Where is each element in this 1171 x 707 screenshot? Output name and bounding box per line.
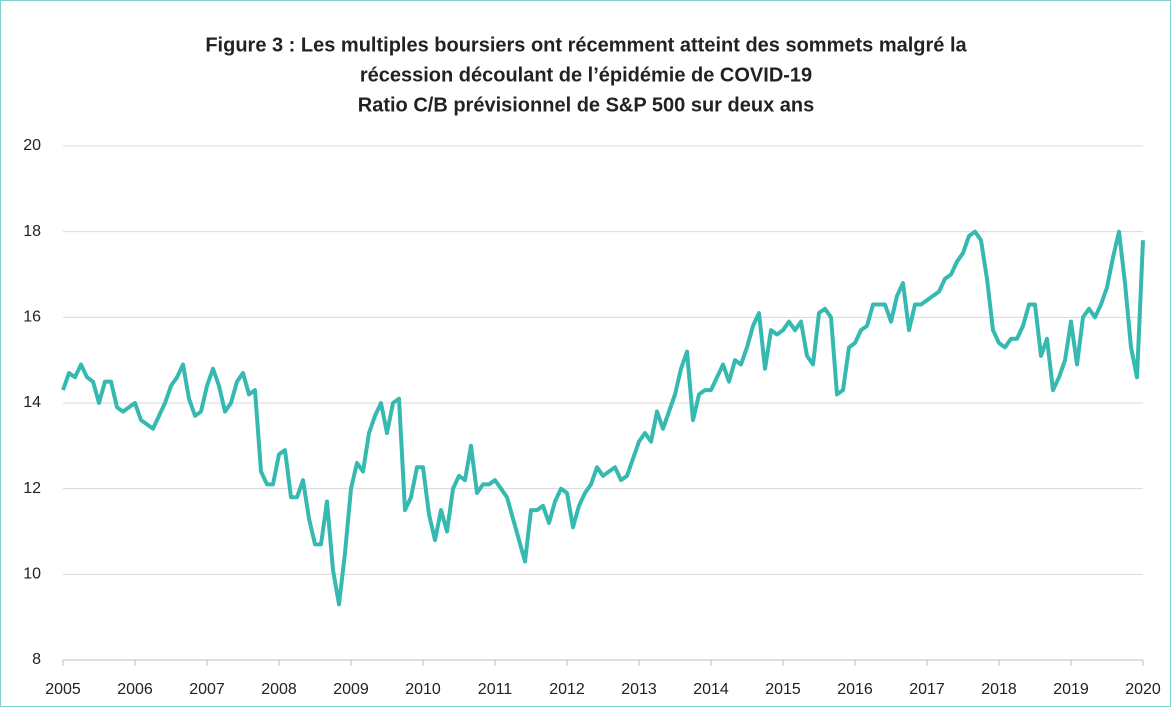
y-tick-label: 8 xyxy=(32,651,41,668)
x-tick-label: 2010 xyxy=(405,681,441,698)
y-tick-label: 12 xyxy=(23,480,41,497)
x-tick-label: 2020 xyxy=(1125,681,1161,698)
x-tick-label: 2012 xyxy=(549,681,585,698)
chart-title: Figure 3 : Les multiples boursiers ont r… xyxy=(205,34,967,56)
y-tick-label: 14 xyxy=(23,394,41,411)
line xyxy=(61,229,1145,607)
y-tick-label: 16 xyxy=(23,309,41,326)
y-tick-label: 18 xyxy=(23,223,41,240)
x-tick-label: 2007 xyxy=(189,681,225,698)
chart-title: récession découlant de l’épidémie de COV… xyxy=(360,64,812,86)
x-tick-label: 2005 xyxy=(45,681,81,698)
x-tick-label: 2008 xyxy=(261,681,297,698)
x-tick-label: 2015 xyxy=(765,681,801,698)
x-tick-label: 2014 xyxy=(693,681,729,698)
y-tick-label: 10 xyxy=(23,566,41,583)
x-tick-label: 2006 xyxy=(117,681,153,698)
x-tick-label: 2018 xyxy=(981,681,1017,698)
x-tick-label: 2009 xyxy=(333,681,369,698)
x-tick-label: 2017 xyxy=(909,681,945,698)
x-tick-label: 2011 xyxy=(478,681,513,698)
x-tick-label: 2019 xyxy=(1053,681,1089,698)
y-tick-label: 20 xyxy=(23,137,41,154)
x-tick-label: 2013 xyxy=(621,681,657,698)
chart-subtitle: Ratio C/B prévisionnel de S&P 500 sur de… xyxy=(358,94,814,116)
x-tick-label: 2016 xyxy=(837,681,873,698)
